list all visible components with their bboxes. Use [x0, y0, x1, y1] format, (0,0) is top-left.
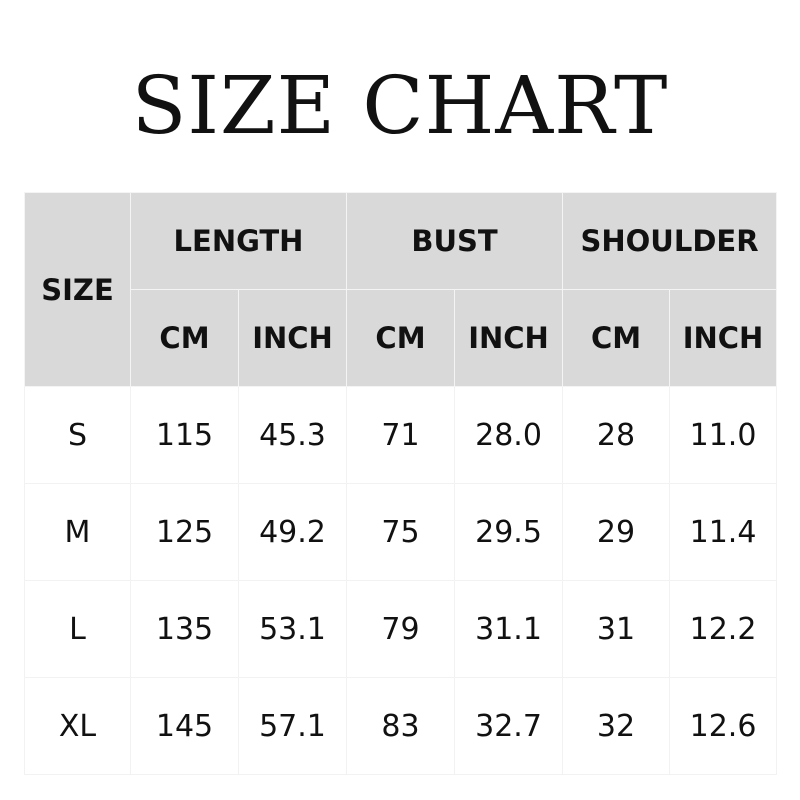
unit-header: INCH: [669, 289, 778, 387]
size-cell: S: [24, 386, 131, 484]
unit-header: INCH: [238, 289, 347, 387]
unit-header: CM: [346, 289, 455, 387]
table-row: S 115 45.3 71 28.0 28 11.0: [24, 386, 778, 484]
value-cell: 29: [562, 483, 671, 581]
value-cell: 79: [346, 580, 455, 678]
size-chart-table: SIZE LENGTH BUST SHOULDER CM INCH CM INC…: [24, 192, 778, 775]
header-row-groups: SIZE LENGTH BUST SHOULDER: [24, 192, 778, 387]
value-cell: 32.7: [453, 677, 564, 775]
value-cell: 29.5: [453, 483, 564, 581]
size-cell: L: [24, 580, 131, 678]
group-header-bust: BUST: [345, 192, 564, 290]
header-row-units: CM INCH CM INCH CM INCH: [25, 289, 778, 387]
group-header-shoulder: SHOULDER: [562, 192, 778, 290]
value-cell: 57.1: [238, 677, 347, 775]
size-cell: XL: [24, 677, 131, 775]
size-header: SIZE: [24, 192, 131, 387]
value-cell: 32: [562, 677, 671, 775]
value-cell: 28: [562, 386, 671, 484]
page-title: SIZE CHART: [131, 59, 669, 152]
unit-header: INCH: [453, 289, 564, 387]
value-cell: 28.0: [453, 386, 564, 484]
value-cell: 11.0: [669, 386, 778, 484]
value-cell: 12.6: [669, 677, 778, 775]
value-cell: 53.1: [238, 580, 347, 678]
group-header-length: LENGTH: [130, 192, 347, 290]
value-cell: 31: [562, 580, 671, 678]
value-cell: 83: [346, 677, 455, 775]
value-cell: 75: [346, 483, 455, 581]
table-row: L 135 53.1 79 31.1 31 12.2: [24, 580, 778, 678]
unit-header: CM: [130, 289, 239, 387]
value-cell: 49.2: [238, 483, 347, 581]
value-cell: 31.1: [453, 580, 564, 678]
table-row: XL 145 57.1 83 32.7 32 12.6: [24, 677, 778, 775]
value-cell: 71: [346, 386, 455, 484]
value-cell: 135: [130, 580, 239, 678]
value-cell: 12.2: [669, 580, 778, 678]
value-cell: 45.3: [238, 386, 347, 484]
table-row: M 125 49.2 75 29.5 29 11.4: [24, 483, 778, 581]
value-cell: 115: [130, 386, 239, 484]
value-cell: 11.4: [669, 483, 778, 581]
value-cell: 145: [130, 677, 239, 775]
size-cell: M: [24, 483, 131, 581]
unit-header: CM: [562, 289, 671, 387]
value-cell: 125: [130, 483, 239, 581]
